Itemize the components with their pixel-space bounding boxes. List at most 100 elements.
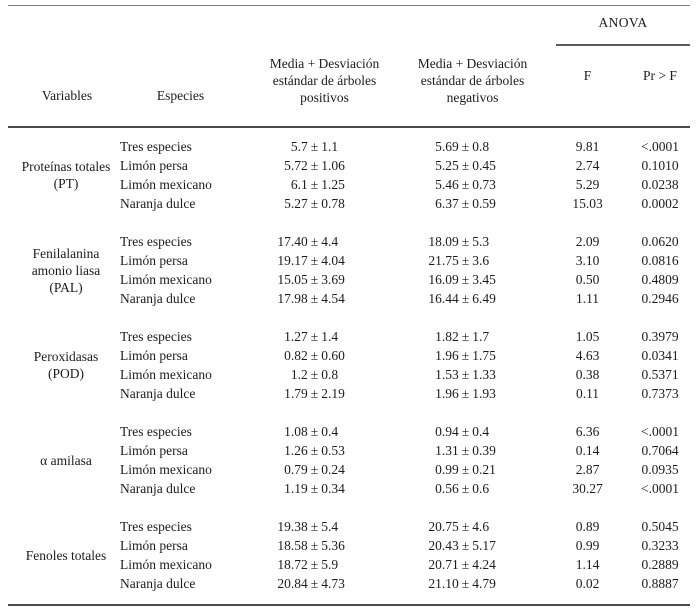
- pr-f-column: 0.5045 0.3233 0.2889 0.8887: [630, 517, 690, 593]
- plus-minus-sign: ±: [461, 424, 470, 439]
- neg-value-cell: 5.25 ±0.45: [398, 156, 545, 175]
- especie-cell: Limón mexicano: [120, 367, 212, 382]
- neg-value-cell: 16.09 ±3.45: [398, 270, 545, 289]
- sd-value: 1.75: [472, 348, 496, 363]
- f-value-cell: 4.63: [575, 348, 600, 363]
- mean-value: 0.99: [435, 462, 459, 477]
- especie-cell: Limón mexicano: [120, 272, 212, 287]
- pr-f-value-cell: 0.1010: [641, 158, 679, 173]
- mean-value: 20.71: [428, 557, 459, 572]
- neg-value-cell: 0.94 ±0.4: [398, 422, 545, 441]
- mean-value: 20.75: [428, 519, 459, 534]
- column-header-especies: Especies: [156, 88, 205, 103]
- mean-value: 5.46: [435, 177, 459, 192]
- sd-value: 0.24: [321, 462, 345, 477]
- especie-cell: Naranja dulce: [120, 196, 196, 211]
- sd-value: 1.7: [472, 329, 490, 344]
- pos-value-cell: 6.1 ±1.25: [243, 175, 398, 194]
- plus-minus-sign: ±: [461, 519, 470, 534]
- sd-value: 1.06: [321, 158, 345, 173]
- plus-minus-sign: ±: [461, 386, 470, 401]
- variable-label: Peroxidasas (POD): [8, 327, 118, 403]
- especie-cell: Limón persa: [120, 443, 188, 458]
- sd-value: 0.8: [321, 367, 339, 382]
- pr-f-value-cell: <.0001: [641, 481, 679, 496]
- mean-value: 18.09: [428, 234, 459, 249]
- mean-value: 5.7: [290, 139, 308, 154]
- sd-value: 0.8: [472, 139, 490, 154]
- variable-group: Peroxidasas (POD) Tres especies Limón persa…: [8, 327, 690, 403]
- variable-group: Proteínas totales (PT) Tres especies Limón …: [8, 137, 690, 213]
- mean-value: 5.72: [284, 158, 308, 173]
- sd-value: 0.6: [472, 481, 490, 496]
- neg-value-cell: 16.44 ±6.49: [398, 289, 545, 308]
- mean-value: 1.26: [284, 443, 308, 458]
- sd-value: 2.19: [321, 386, 345, 401]
- plus-minus-sign: ±: [461, 177, 470, 192]
- pr-f-column: 0.3979 0.0341 0.5371 0.7373: [630, 327, 690, 403]
- f-value-cell: 30.27: [572, 481, 603, 496]
- neg-value-cell: 20.71 ±4.24: [398, 555, 545, 574]
- plus-minus-sign: ±: [461, 234, 470, 249]
- neg-value-cell: 20.75 ±4.6: [398, 517, 545, 536]
- variable-label-line: Proteínas totales: [21, 159, 111, 174]
- pr-f-value-cell: 0.0620: [641, 234, 679, 249]
- plus-minus-sign: ±: [461, 481, 470, 496]
- especies-column: Tres especies Limón persa Limón mexicano Na…: [118, 517, 243, 593]
- mean-value: 21.10: [428, 576, 459, 591]
- pr-f-value-cell: <.0001: [641, 424, 679, 439]
- column-header-negativos: Media + Desviación estándar de árboles n…: [417, 56, 528, 105]
- pr-f-value-cell: 0.7373: [641, 386, 679, 401]
- positivos-column: 1.27 ±1.4 0.82 ±0.60 1.2 ±0.8 1.79 ±2.19: [243, 327, 398, 403]
- sd-value: 1.1: [321, 139, 339, 154]
- variable-label-line: amonio liasa: [31, 262, 101, 278]
- mean-value: 1.2: [290, 367, 308, 382]
- variable-label-line: (PT): [53, 176, 79, 191]
- variable-label: Fenilalanina amonio liasa (PAL): [8, 232, 118, 308]
- neg-value-cell: 0.99 ±0.21: [398, 460, 545, 479]
- column-header-pr-f: Pr > F: [643, 68, 677, 83]
- sd-value: 0.78: [321, 196, 345, 211]
- pos-value-cell: 17.98 ±4.54: [243, 289, 398, 308]
- plus-minus-sign: ±: [461, 576, 470, 591]
- anova-table: Variables Especies Media + Desviación es…: [8, 5, 690, 606]
- plus-minus-sign: ±: [310, 386, 319, 401]
- neg-value-cell: 5.69 ±0.8: [398, 137, 545, 156]
- sd-value: 3.6: [472, 253, 490, 268]
- variable-label-text: Fenilalanina amonio liasa (PAL): [32, 245, 101, 296]
- pos-value-cell: 1.26 ±0.53: [243, 441, 398, 460]
- especies-column: Tres especies Limón persa Limón mexicano Na…: [118, 232, 243, 308]
- plus-minus-sign: ±: [461, 291, 470, 306]
- sd-value: 0.21: [472, 462, 496, 477]
- anova-subheaders: F Pr > F: [545, 68, 690, 84]
- anova-header-group: ANOVA F Pr > F: [545, 6, 690, 126]
- variable-label-text: α amilasa: [40, 452, 92, 469]
- pr-f-value-cell: 0.0341: [641, 348, 679, 363]
- sd-value: 5.4: [321, 519, 339, 534]
- especie-cell: Tres especies: [120, 329, 192, 344]
- pr-f-value-cell: 0.0816: [641, 253, 679, 268]
- pos-value-cell: 15.05 ±3.69: [243, 270, 398, 289]
- plus-minus-sign: ±: [461, 557, 470, 572]
- table-header: Variables Especies Media + Desviación es…: [8, 6, 690, 128]
- f-value-cell: 5.29: [575, 177, 600, 192]
- neg-value-cell: 1.53 ±1.33: [398, 365, 545, 384]
- neg-value-cell: 6.37 ±0.59: [398, 194, 545, 213]
- pos-value-cell: 5.27 ±0.78: [243, 194, 398, 213]
- plus-minus-sign: ±: [461, 348, 470, 363]
- variable-label: Proteínas totales (PT): [8, 137, 118, 213]
- mean-value: 16.44: [428, 291, 459, 306]
- f-value-cell: 0.38: [575, 367, 600, 382]
- sd-value: 4.6: [472, 519, 490, 534]
- mean-value: 1.19: [284, 481, 308, 496]
- pr-f-value-cell: 0.0002: [641, 196, 679, 211]
- pr-f-column: 0.0620 0.0816 0.4809 0.2946: [630, 232, 690, 308]
- pos-value-cell: 20.84 ±4.73: [243, 574, 398, 593]
- plus-minus-sign: ±: [310, 367, 319, 382]
- pr-f-value-cell: 0.7064: [641, 443, 679, 458]
- plus-minus-sign: ±: [310, 348, 319, 363]
- plus-minus-sign: ±: [461, 329, 470, 344]
- sd-value: 6.49: [472, 291, 496, 306]
- sd-value: 5.3: [472, 234, 490, 249]
- plus-minus-sign: ±: [310, 158, 319, 173]
